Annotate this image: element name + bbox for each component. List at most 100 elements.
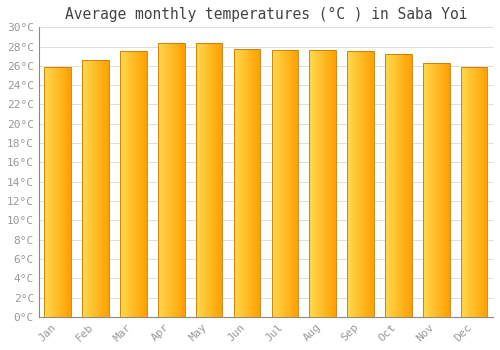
Bar	[469, 67, 470, 317]
Bar	[169, 43, 170, 317]
Bar	[370, 51, 371, 317]
Bar	[278, 50, 279, 317]
Bar	[251, 49, 252, 317]
Bar	[93, 60, 94, 317]
Bar	[128, 51, 129, 317]
Bar	[400, 54, 401, 317]
Bar	[92, 60, 93, 317]
Bar	[140, 51, 141, 317]
Bar	[446, 63, 447, 317]
Bar	[409, 54, 410, 317]
Bar	[445, 63, 446, 317]
Bar	[178, 43, 179, 317]
Bar	[402, 54, 403, 317]
Bar	[89, 60, 90, 317]
Bar	[68, 67, 69, 317]
Bar	[51, 67, 52, 317]
Bar	[481, 67, 482, 317]
Bar	[280, 50, 281, 317]
Bar	[353, 51, 354, 317]
Bar	[432, 63, 433, 317]
Bar	[131, 51, 132, 317]
Bar	[350, 51, 351, 317]
Bar	[183, 43, 184, 317]
Bar	[133, 51, 134, 317]
Bar	[333, 50, 334, 317]
Bar	[48, 67, 50, 317]
Bar	[145, 51, 146, 317]
Bar	[484, 67, 486, 317]
Bar	[288, 50, 289, 317]
Bar	[164, 43, 165, 317]
Bar	[462, 67, 463, 317]
Bar	[82, 60, 109, 317]
Bar	[331, 50, 332, 317]
Bar	[328, 50, 329, 317]
Bar	[366, 51, 367, 317]
Bar	[292, 50, 293, 317]
Bar	[369, 51, 370, 317]
Bar	[103, 60, 104, 317]
Bar	[436, 63, 437, 317]
Bar	[122, 51, 123, 317]
Bar	[135, 51, 136, 317]
Bar	[107, 60, 108, 317]
Bar	[293, 50, 294, 317]
Bar	[202, 43, 203, 317]
Bar	[255, 49, 256, 317]
Bar	[210, 43, 212, 317]
Bar	[441, 63, 442, 317]
Bar	[395, 54, 396, 317]
Bar	[158, 43, 159, 317]
Bar	[85, 60, 86, 317]
Bar	[425, 63, 426, 317]
Bar	[257, 49, 258, 317]
Bar	[254, 49, 255, 317]
Bar	[463, 67, 464, 317]
Bar	[437, 63, 438, 317]
Bar	[398, 54, 399, 317]
Bar	[387, 54, 388, 317]
Bar	[142, 51, 143, 317]
Bar	[243, 49, 244, 317]
Bar	[88, 60, 89, 317]
Bar	[443, 63, 444, 317]
Bar	[423, 63, 424, 317]
Bar	[277, 50, 278, 317]
Bar	[284, 50, 285, 317]
Bar	[394, 54, 395, 317]
Bar	[123, 51, 124, 317]
Bar	[403, 54, 404, 317]
Bar	[106, 60, 107, 317]
Bar	[285, 50, 286, 317]
Bar	[136, 51, 137, 317]
Bar	[406, 54, 407, 317]
Bar	[316, 50, 317, 317]
Bar	[442, 63, 443, 317]
Bar	[57, 67, 58, 317]
Bar	[247, 49, 248, 317]
Bar	[397, 54, 398, 317]
Bar	[124, 51, 125, 317]
Bar	[404, 54, 405, 317]
Bar	[166, 43, 167, 317]
Bar	[335, 50, 336, 317]
Bar	[238, 49, 239, 317]
Bar	[236, 49, 237, 317]
Bar	[327, 50, 328, 317]
Bar	[291, 50, 292, 317]
Bar	[182, 43, 183, 317]
Bar	[205, 43, 206, 317]
Bar	[207, 43, 208, 317]
Bar	[479, 67, 480, 317]
Bar	[405, 54, 406, 317]
Bar	[237, 49, 238, 317]
Bar	[444, 63, 445, 317]
Bar	[487, 67, 488, 317]
Bar	[130, 51, 131, 317]
Bar	[440, 63, 441, 317]
Bar	[368, 51, 369, 317]
Bar	[252, 49, 253, 317]
Bar	[480, 67, 481, 317]
Bar	[161, 43, 162, 317]
